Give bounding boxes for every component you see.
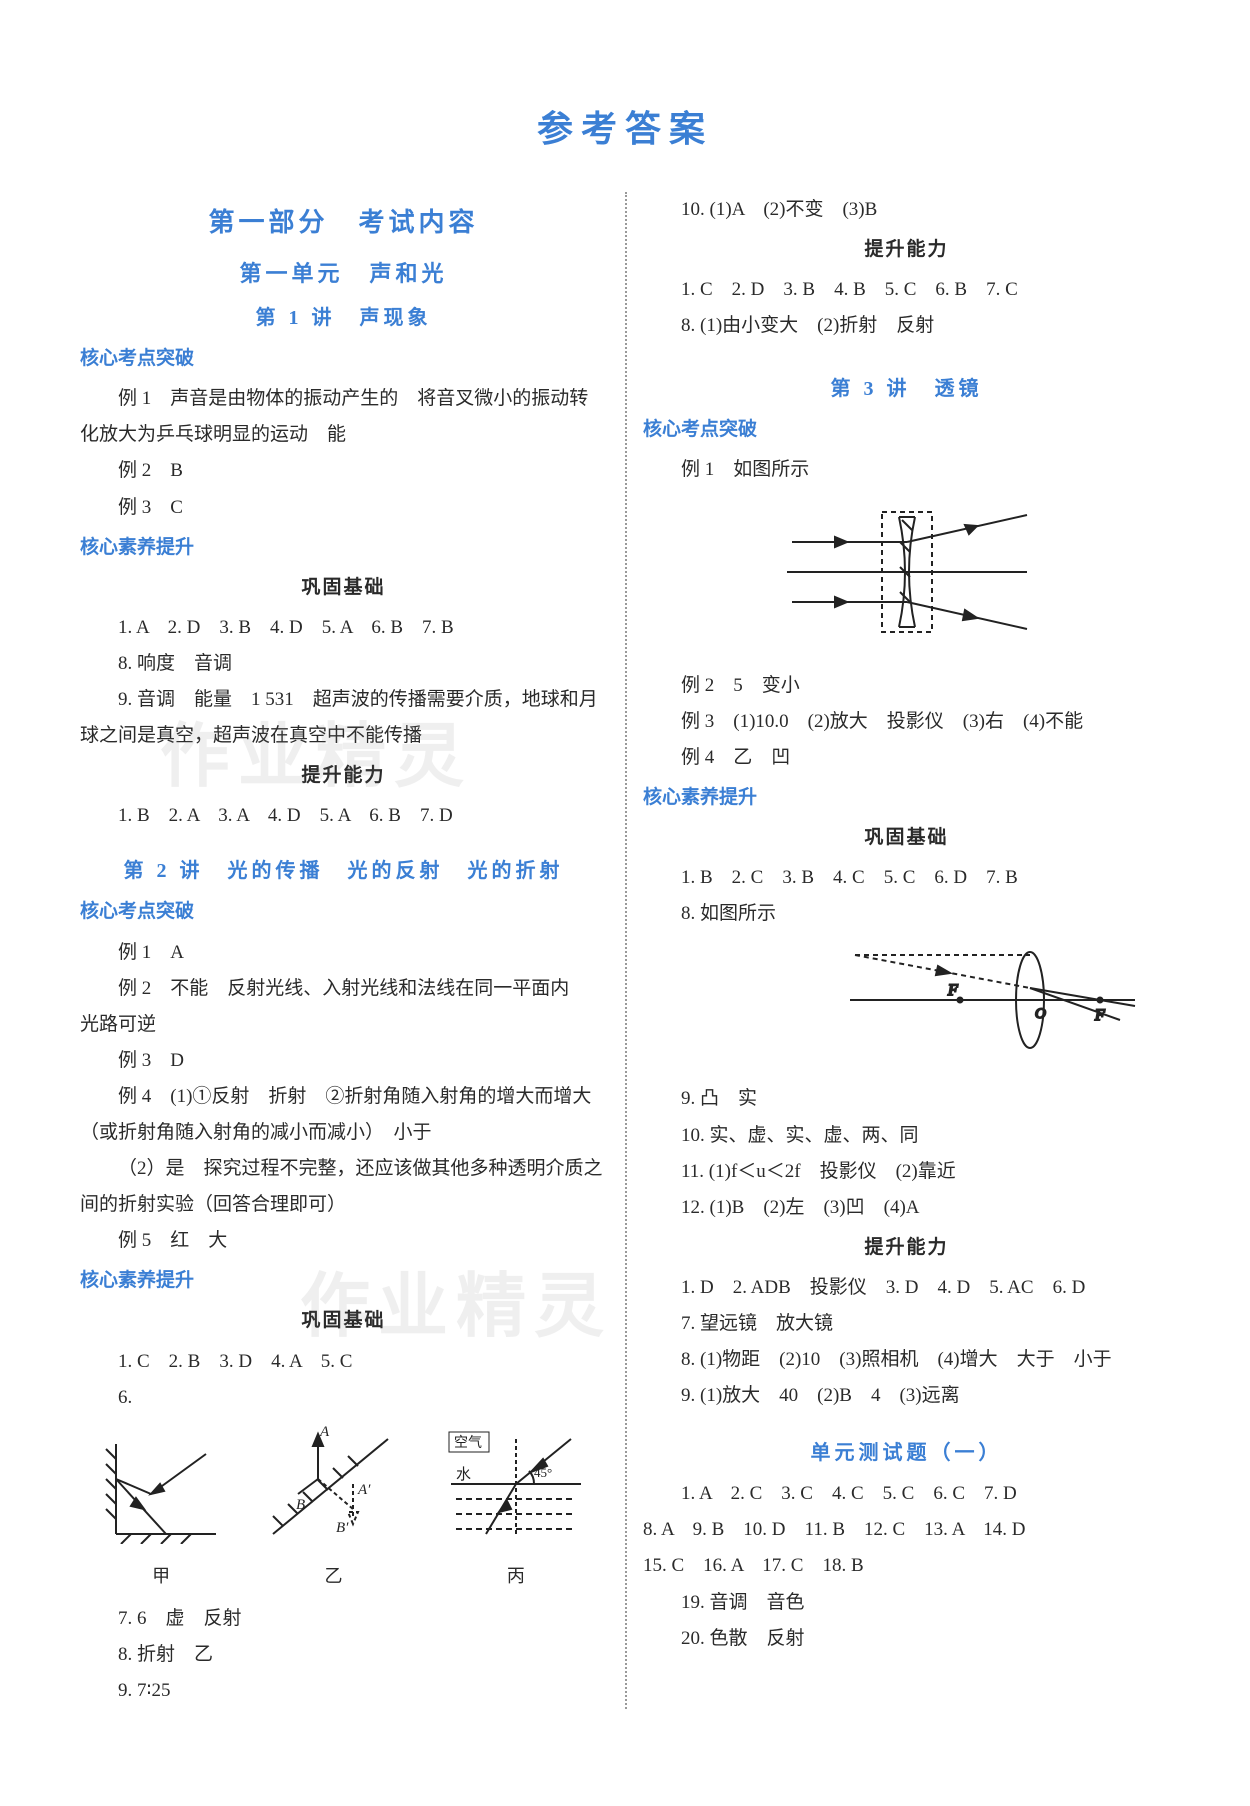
lecture-1-title: 第 1 讲 声现象 <box>80 299 607 337</box>
answer-line: 1. A 2. D 3. B 4. D 5. A 6. B 7. B <box>80 610 607 646</box>
example-text: 例 1 声音是由物体的振动产生的 将音叉微小的振动转化放大为乒乓球明显的运动 能 <box>80 381 607 453</box>
lens-diagram-1 <box>643 497 1170 660</box>
svg-text:A: A <box>319 1424 330 1440</box>
concave-lens-icon <box>777 497 1037 647</box>
svg-text:B: B <box>296 1497 305 1513</box>
answer-line: 9. (1)放大 40 (2)B 4 (3)远离 <box>643 1378 1170 1414</box>
section-core: 核心考点突破 <box>80 341 607 377</box>
answer-line: 9. 凸 实 <box>643 1081 1170 1117</box>
diagram-label: 甲 <box>96 1559 226 1593</box>
sub-basic: 巩固基础 <box>643 820 1170 856</box>
air-label: 空气 <box>454 1435 482 1451</box>
answer-line: 1. C 2. D 3. B 4. B 5. C 6. B 7. C <box>643 272 1170 308</box>
angle-label: 45° <box>534 1465 552 1480</box>
answer-line: 10. (1)A (2)不变 (3)B <box>643 192 1170 228</box>
answer-line: 6. <box>80 1380 607 1416</box>
unit-test-title: 单元测试题（一） <box>643 1434 1170 1472</box>
answer-line: 12. (1)B (2)左 (3)凹 (4)A <box>643 1190 1170 1226</box>
section-improve: 核心素养提升 <box>80 1263 607 1299</box>
example-text: 例 5 红 大 <box>80 1223 607 1259</box>
diagram-c: 空气 水 45° 丙 <box>441 1424 591 1593</box>
lecture-3-title: 第 3 讲 透镜 <box>643 370 1170 408</box>
example-text: 例 3 (1)10.0 (2)放大 投影仪 (3)右 (4)不能 <box>643 704 1170 740</box>
section-improve: 核心素养提升 <box>80 530 607 566</box>
answer-line: 8. 折射 乙 <box>80 1637 607 1673</box>
content-columns: 第一部分 考试内容 第一单元 声和光 第 1 讲 声现象 核心考点突破 例 1 … <box>80 192 1170 1709</box>
lens-diagram-2: F F O <box>643 940 1170 1073</box>
answer-line: 1. B 2. A 3. A 4. D 5. A 6. B 7. D <box>80 798 607 834</box>
lecture-2-title: 第 2 讲 光的传播 光的反射 光的折射 <box>80 852 607 890</box>
mirror-diagram-icon: A B A′ B′ <box>258 1424 408 1544</box>
section-core: 核心考点突破 <box>80 894 607 930</box>
answer-line: 19. 音调 音色 <box>643 1585 1170 1621</box>
diagram-a: 甲 <box>96 1434 226 1593</box>
answer-line: 8. (1)由小变大 (2)折射 反射 <box>643 308 1170 344</box>
focal-label: F <box>947 982 958 999</box>
example-text: 例 4 (1)①反射 折射 ②折射角随入射角的增大而增大（或折射角随入射角的减小… <box>80 1079 607 1151</box>
answer-line: 7. 望远镜 放大镜 <box>643 1306 1170 1342</box>
section-core: 核心考点突破 <box>643 412 1170 448</box>
example-text: 例 3 C <box>80 490 607 526</box>
section-improve: 核心素养提升 <box>643 780 1170 816</box>
example-text: 例 1 A <box>80 935 607 971</box>
answer-line: 1. C 2. B 3. D 4. A 5. C <box>80 1344 607 1380</box>
svg-text:A′: A′ <box>357 1482 371 1498</box>
answer-line: 7. 6 虚 反射 <box>80 1601 607 1637</box>
answer-line: 9. 音调 能量 1 531 超声波的传播需要介质，地球和月球之间是真空，超声波… <box>80 682 607 754</box>
diagram-label: 乙 <box>258 1559 408 1593</box>
answer-line: 8. A 9. B 10. D 11. B 12. C 13. A 14. D <box>643 1512 1170 1548</box>
answer-line: 20. 色散 反射 <box>643 1621 1170 1657</box>
column-divider <box>625 192 627 1709</box>
answer-line: 1. A 2. C 3. C 4. C 5. C 6. C 7. D <box>643 1476 1170 1512</box>
example-text: （2）是 探究过程不完整，还应该做其他多种透明介质之间的折射实验（回答合理即可） <box>80 1151 607 1223</box>
sub-basic: 巩固基础 <box>80 570 607 606</box>
example-text: 例 4 乙 凹 <box>643 740 1170 776</box>
example-text: 例 2 B <box>80 453 607 489</box>
answer-line: 1. B 2. C 3. B 4. C 5. C 6. D 7. B <box>643 860 1170 896</box>
answer-line: 8. (1)物距 (2)10 (3)照相机 (4)增大 大于 小于 <box>643 1342 1170 1378</box>
answer-line: 15. C 16. A 17. C 18. B <box>643 1548 1170 1584</box>
left-column: 第一部分 考试内容 第一单元 声和光 第 1 讲 声现象 核心考点突破 例 1 … <box>80 192 625 1709</box>
example-text: 例 3 D <box>80 1043 607 1079</box>
sub-adv: 提升能力 <box>643 232 1170 268</box>
answer-line: 11. (1)f＜u＜2f 投影仪 (2)靠近 <box>643 1154 1170 1190</box>
water-label: 水 <box>456 1466 471 1483</box>
unit-title: 第一单元 声和光 <box>80 253 607 295</box>
answer-line: 9. 7∶25 <box>80 1673 607 1709</box>
answer-line: 1. D 2. ADB 投影仪 3. D 4. D 5. AC 6. D <box>643 1270 1170 1306</box>
focal-label: F <box>1094 1007 1105 1024</box>
example-text: 例 2 5 变小 <box>643 668 1170 704</box>
example-text: 例 1 如图所示 <box>643 452 1170 488</box>
example-text: 例 2 不能 反射光线、入射光线和法线在同一平面内 光路可逆 <box>80 971 607 1043</box>
part-title: 第一部分 考试内容 <box>80 198 607 247</box>
diagram-row: 甲 <box>80 1424 607 1593</box>
sub-basic: 巩固基础 <box>80 1303 607 1339</box>
page-title: 参考答案 <box>80 100 1170 152</box>
svg-text:O: O <box>1035 1006 1046 1022</box>
diagram-b: A B A′ B′ 乙 <box>258 1424 408 1593</box>
right-column: 10. (1)A (2)不变 (3)B 提升能力 1. C 2. D 3. B … <box>625 192 1170 1709</box>
reflection-diagram-icon <box>96 1434 226 1544</box>
answer-line: 8. 如图所示 <box>643 896 1170 932</box>
diagram-label: 丙 <box>441 1559 591 1593</box>
sub-adv: 提升能力 <box>80 758 607 794</box>
answer-line: 10. 实、虚、实、虚、两、同 <box>643 1118 1170 1154</box>
svg-text:B′: B′ <box>336 1520 349 1536</box>
answer-line: 8. 响度 音调 <box>80 646 607 682</box>
refraction-diagram-icon: 空气 水 45° <box>441 1424 591 1544</box>
sub-adv: 提升能力 <box>643 1230 1170 1266</box>
convex-lens-icon: F F O <box>840 940 1140 1060</box>
